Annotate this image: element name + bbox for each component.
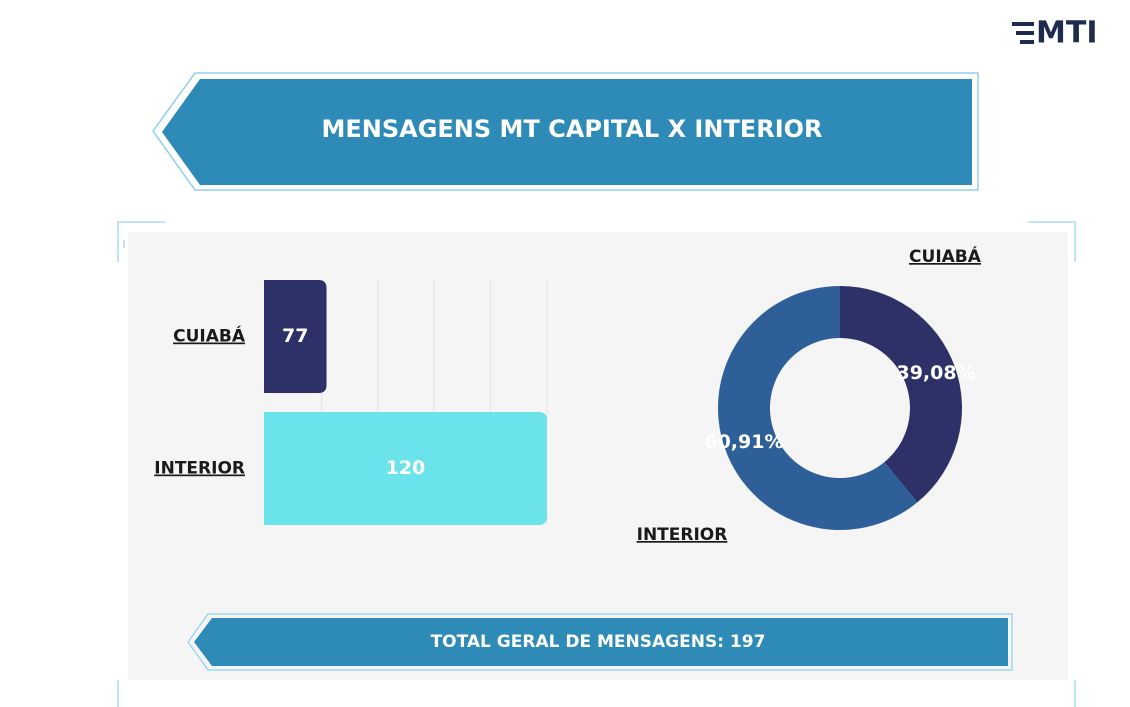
category-label: INTERIOR — [154, 459, 245, 479]
percent-label: 39,08% — [896, 362, 975, 384]
category-label: INTERIOR — [637, 525, 728, 545]
title-banner — [162, 79, 972, 185]
footer-text: TOTAL GERAL DE MENSAGENS: 197 — [431, 632, 766, 652]
banner-outline — [152, 72, 979, 191]
logo: MTI — [1012, 16, 1097, 51]
value-label: 77 — [282, 325, 308, 347]
percent-label: 60,91% — [704, 431, 783, 453]
bar — [264, 412, 547, 525]
value-label: 120 — [386, 457, 426, 479]
logo-text: MTI — [1036, 16, 1097, 51]
panel-frame — [117, 221, 1076, 707]
footer-banner — [194, 618, 1008, 666]
bar — [264, 280, 327, 393]
category-label: CUIABÁ — [173, 325, 246, 347]
title: MENSAGENS MT CAPITAL X INTERIOR — [321, 115, 822, 143]
footer-outline — [187, 613, 1013, 671]
donut-slice — [840, 286, 962, 503]
donut-slice — [717, 286, 918, 531]
charts: CUIABÁ 77 INTERIOR 120 39,08% CUIABÁ 60,91% INT… — [154, 245, 982, 545]
category-label: CUIABÁ — [909, 245, 982, 267]
